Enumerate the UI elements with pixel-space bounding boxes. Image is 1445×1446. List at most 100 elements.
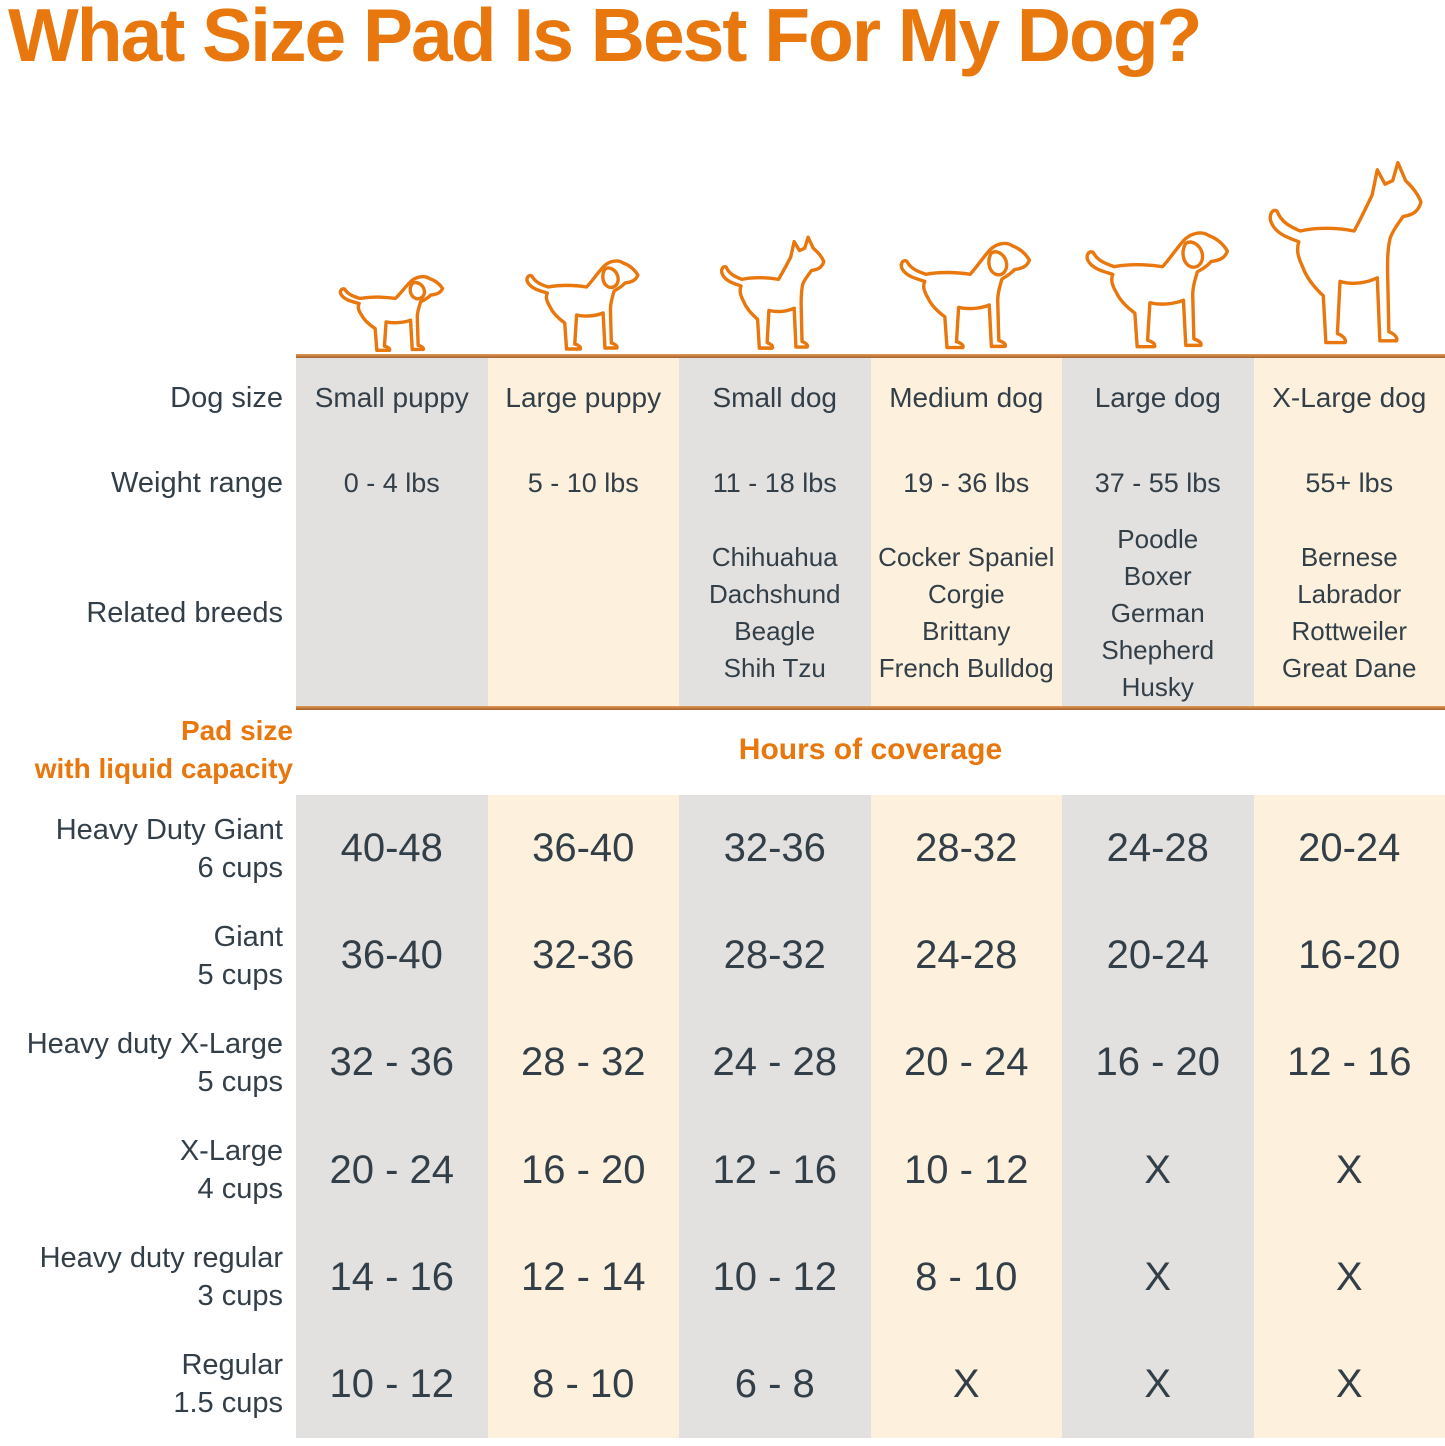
hours-value-cell: X <box>1335 1147 1363 1192</box>
small-puppy-dog-icon <box>333 265 451 357</box>
breed-name: German Shepherd <box>1101 597 1215 665</box>
pad-size-label-line2: with liquid capacity <box>34 753 293 784</box>
breed-name: Beagle <box>734 616 816 646</box>
hours-value-cell: 20-24 <box>1298 826 1401 871</box>
divider-line-top <box>296 354 1445 358</box>
breed-name: Husky <box>1121 671 1194 702</box>
hours-value-cell: X <box>1335 1254 1363 1299</box>
row-label-weight-range: Weight range <box>0 440 283 526</box>
pad-capacity: 5 cups <box>197 1065 283 1098</box>
column-header-dog-size: Small dog <box>712 382 837 413</box>
pad-capacity: 1.5 cups <box>173 1387 283 1420</box>
pad-capacity: 6 cups <box>197 851 283 884</box>
hours-value-cell: 12 - 14 <box>520 1254 646 1299</box>
row-label-related-breeds: Related breeds <box>0 520 283 706</box>
pad-name: X-Large <box>179 1135 283 1168</box>
column-related-breeds: Poodle Boxer German Shepherd Husky <box>1066 520 1250 706</box>
hours-value-cell: 16-20 <box>1298 933 1401 978</box>
column-background-header <box>296 358 488 706</box>
hours-value-cell: 28 - 32 <box>520 1040 646 1085</box>
row-label-related-breeds-text: Related breeds <box>86 597 283 629</box>
column-background-data <box>1062 795 1254 1438</box>
breed-name: Dachshund <box>708 579 841 609</box>
pad-size-label-line1: Pad size <box>180 715 293 746</box>
pad-capacity: 5 cups <box>197 958 283 991</box>
hours-value-cell: 8 - 10 <box>915 1254 1018 1299</box>
column-background-header <box>679 358 871 706</box>
hours-value-cell: 20 - 24 <box>903 1040 1029 1085</box>
hours-value-cell: 36-40 <box>532 826 635 871</box>
hours-value-cell: 14 - 16 <box>329 1254 455 1299</box>
hours-value-cell: 36-40 <box>340 933 443 978</box>
hours-value-cell: 32-36 <box>532 933 635 978</box>
pad-row-label: Heavy duty X-Large 5 cups <box>0 1009 283 1116</box>
breed-name: Great Dane <box>1282 653 1417 683</box>
breed-name: Boxer <box>1123 560 1192 591</box>
pad-name: Regular <box>181 1349 283 1382</box>
breed-name: Labrador <box>1297 579 1402 609</box>
column-related-breeds <box>492 520 676 706</box>
row-label-dog-size: Dog size <box>0 360 283 436</box>
page-title: What Size Pad Is Best For My Dog? <box>8 0 1202 77</box>
hours-value-cell: 10 - 12 <box>712 1254 838 1299</box>
hours-value-cell: 16 - 20 <box>1095 1040 1221 1085</box>
hours-value-cell: 12 - 16 <box>1286 1040 1412 1085</box>
breed-name: Brittany <box>922 616 1011 646</box>
column-header-dog-size: Large puppy <box>505 382 662 413</box>
hours-value-cell: 16 - 20 <box>520 1147 646 1192</box>
hours-value-cell: 8 - 10 <box>532 1361 635 1406</box>
hours-value-cell: X <box>1144 1147 1172 1192</box>
row-label-pad-size-liquid-capacity: Pad size with liquid capacity <box>0 708 293 792</box>
column-background-data <box>870 795 1063 1438</box>
column-related-breeds: Bernese Labrador Rottweiler Great Dane <box>1258 520 1442 706</box>
hours-value-cell: 24-28 <box>915 933 1018 978</box>
column-background-data <box>487 795 680 1438</box>
breed-name: Bernese <box>1300 542 1398 572</box>
column-background-header <box>1253 358 1445 706</box>
column-background-data <box>679 795 871 1438</box>
x-large-dog-icon <box>1259 159 1439 357</box>
pad-row-label: Regular 1.5 cups <box>0 1331 283 1438</box>
row-label-dog-size-text: Dog size <box>170 382 283 414</box>
large-dog-icon <box>1077 215 1239 357</box>
column-background-header <box>870 358 1063 706</box>
hours-value-cell: X <box>1144 1361 1172 1406</box>
column-related-breeds: Chihuahua Dachshund Beagle Shih Tzu <box>683 520 867 706</box>
pad-row-label: Giant 5 cups <box>0 902 283 1009</box>
pad-row-label: Heavy Duty Giant 6 cups <box>0 795 283 902</box>
hours-value-cell: 32 - 36 <box>329 1040 455 1085</box>
hours-value-cell: 10 - 12 <box>903 1147 1029 1192</box>
large-puppy-dog-icon <box>519 247 647 357</box>
row-label-weight-range-text: Weight range <box>111 467 283 499</box>
column-header-dog-size: Small puppy <box>314 382 469 413</box>
hours-value-cell: 24 - 28 <box>712 1040 838 1085</box>
breed-name: Corgie <box>927 579 1005 609</box>
pad-name: Heavy Duty Giant <box>55 813 283 846</box>
small-dog-icon <box>714 235 836 357</box>
column-weight-range: 11 - 18 lbs <box>712 467 837 498</box>
breed-name: Rottweiler <box>1291 616 1408 646</box>
column-related-breeds: Cocker Spaniel Corgie Brittany French Bulld… <box>875 520 1059 706</box>
column-background-header <box>1062 358 1254 706</box>
column-background-data <box>1253 795 1445 1438</box>
pad-row-label: X-Large 4 cups <box>0 1117 283 1224</box>
pad-name: Giant <box>213 920 283 953</box>
hours-of-coverage-heading: Hours of coverage <box>738 733 1003 766</box>
breed-name: French Bulldog <box>878 653 1054 683</box>
column-weight-range: 55+ lbs <box>1305 467 1394 498</box>
hours-value-cell: 24-28 <box>1106 826 1209 871</box>
hours-value-cell: 32-36 <box>723 826 826 871</box>
column-weight-range: 5 - 10 lbs <box>527 467 639 498</box>
hours-value-cell: 6 - 8 <box>734 1361 815 1406</box>
hours-value-cell: X <box>1144 1254 1172 1299</box>
pad-capacity: 3 cups <box>197 1280 283 1313</box>
breed-name: Shih Tzu <box>723 653 826 683</box>
breed-name: Poodle <box>1117 523 1199 554</box>
pad-name: Heavy duty regular <box>39 1242 283 1275</box>
column-weight-range: 0 - 4 lbs <box>343 467 440 498</box>
pad-name: Heavy duty X-Large <box>26 1027 283 1060</box>
column-weight-range: 37 - 55 lbs <box>1094 467 1221 498</box>
hours-value-cell: 20-24 <box>1106 933 1209 978</box>
hours-value-cell: 10 - 12 <box>329 1361 455 1406</box>
